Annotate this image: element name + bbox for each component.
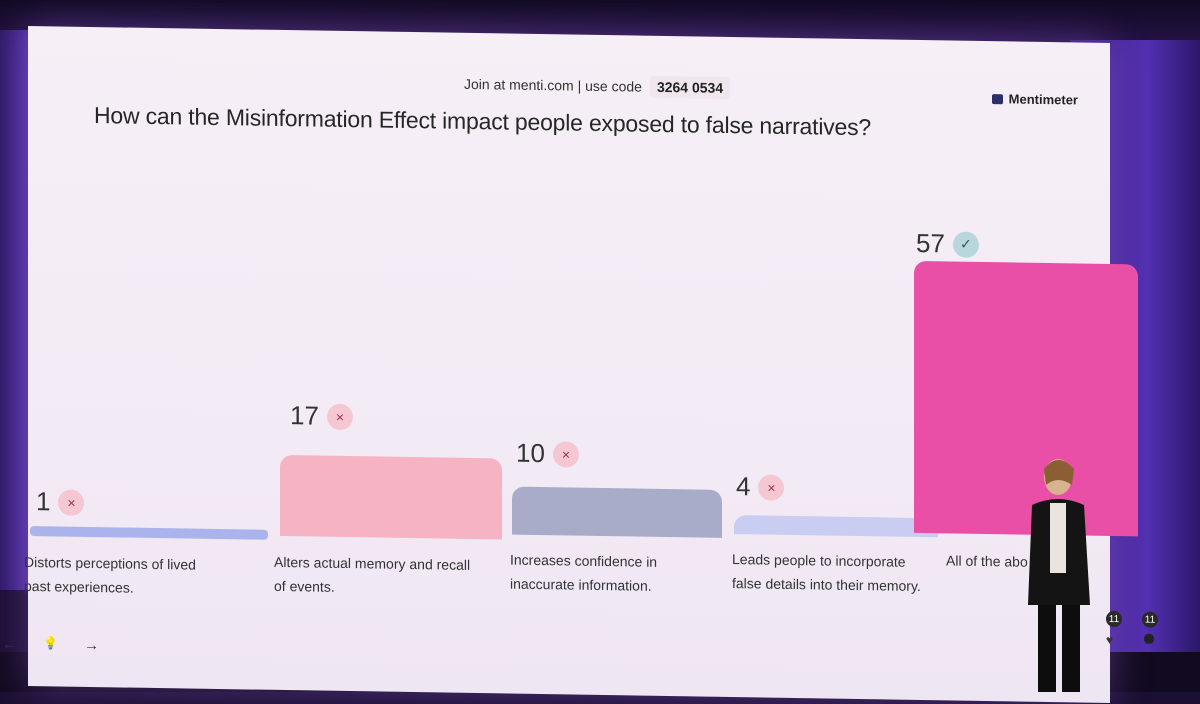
arrow-left-icon[interactable]: ←: [2, 635, 17, 653]
label-line: Increases confidence in: [510, 551, 658, 570]
label-line: false details into their memory.: [732, 575, 921, 595]
bar-fill: [30, 526, 268, 540]
count-value: 10: [516, 437, 545, 469]
check-icon: ✓: [952, 231, 979, 258]
presenter-nav: ← 💡 →: [2, 636, 99, 655]
label-line: past experiences.: [24, 577, 134, 596]
bar-fill: [280, 454, 502, 540]
wrong-icon: ×: [552, 440, 579, 468]
lightbulb-icon[interactable]: 💡: [43, 636, 58, 651]
join-instructions: Join at menti.com | use code 3264 0534: [464, 71, 731, 101]
bar-option-3: [512, 486, 722, 538]
count-value: 1: [36, 486, 51, 517]
bar-fill: [512, 486, 722, 538]
label-line: Alters actual memory and recall: [274, 553, 471, 573]
count-value: 4: [736, 471, 751, 502]
reaction-heart-count: 11: [1106, 610, 1122, 628]
count-value: 17: [290, 400, 319, 431]
join-text: Join at menti.com | use code: [464, 75, 642, 95]
mentimeter-icon: [991, 93, 1003, 104]
count-option-2: 17 ×: [290, 400, 353, 432]
option-label-3: Increases confidence in inaccurate infor…: [510, 548, 730, 599]
cat-icon: [1144, 633, 1154, 644]
option-label-2: Alters actual memory and recall of event…: [274, 550, 504, 602]
label-line: Distorts perceptions of lived: [24, 553, 196, 573]
join-code: 3264 0534: [649, 75, 731, 100]
count-option-1: 1 ×: [36, 486, 85, 518]
option-label-1: Distorts perceptions of lived past exper…: [24, 550, 254, 602]
arrow-right-icon[interactable]: →: [83, 636, 99, 655]
heart-icon: ♥: [1106, 632, 1114, 648]
bar-option-1: [30, 526, 268, 540]
question-title: How can the Misinformation Effect impact…: [94, 102, 872, 141]
option-label-4: Leads people to incorporate false detail…: [732, 547, 952, 598]
count-option-5: 57 ✓: [916, 228, 979, 260]
wrong-icon: ×: [58, 488, 85, 516]
label-line: inaccurate information.: [510, 575, 652, 594]
label-line: Leads people to incorporate: [732, 551, 906, 570]
bar-fill: [734, 514, 938, 538]
presentation-screen: Join at menti.com | use code 3264 0534 M…: [2, 26, 1158, 703]
bar-option-2: [280, 454, 502, 540]
label-line: of events.: [274, 577, 335, 595]
count-option-3: 10 ×: [516, 438, 579, 470]
presenter-person: [1028, 459, 1090, 692]
count-value: 57: [916, 227, 945, 259]
count-option-4: 4 ×: [736, 471, 785, 503]
wrong-icon: ×: [326, 403, 353, 430]
bar-option-4: [734, 514, 938, 538]
reaction-cat-count: 11: [1142, 611, 1158, 628]
brand-logo: Mentimeter: [991, 91, 1078, 108]
wrong-icon: ×: [758, 473, 785, 501]
brand-name: Mentimeter: [1008, 91, 1078, 108]
